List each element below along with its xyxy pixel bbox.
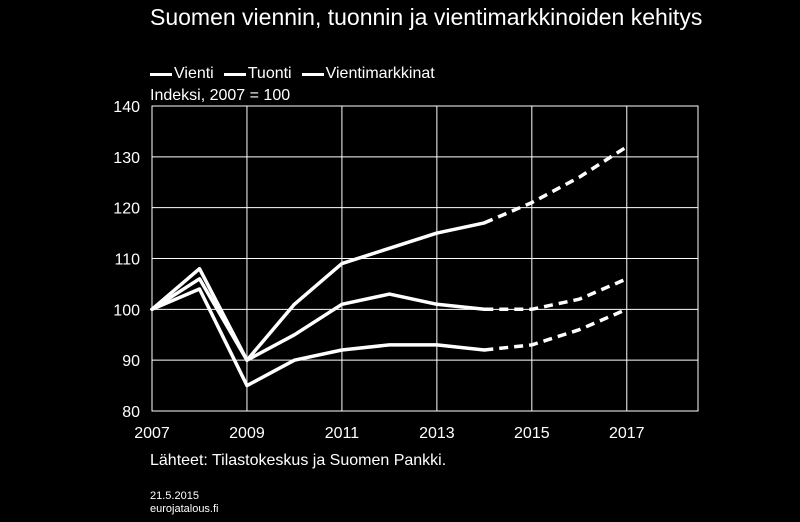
y-tick-label: 80 <box>122 404 140 421</box>
y-tick-label: 140 <box>113 99 140 116</box>
line-chart: 80 90 100 110 120 130 140 2007 2009 2011 2013 2015 2… <box>113 99 699 442</box>
y-tick-label: 120 <box>113 201 140 218</box>
legend-swatch <box>150 72 172 76</box>
legend-label: Vientimarkkinat <box>325 65 435 82</box>
x-tick-label: 2011 <box>325 425 360 442</box>
series-forecast-tuonti <box>484 307 628 352</box>
legend-item-vientimarkkinat: Vientimarkkinat <box>301 65 435 83</box>
y-tick-label: 100 <box>113 302 140 319</box>
x-tick-label: 2009 <box>229 425 265 442</box>
chart-subtitle: Indeksi, 2007 = 100 <box>150 87 291 104</box>
axes: 80 90 100 110 120 130 140 2007 2009 2011 2013 2015 2… <box>113 99 699 442</box>
footer-date: 21.5.2015 <box>150 490 199 502</box>
x-tick-label: 2017 <box>609 425 645 442</box>
source-note: Lähteet: Tilastokeskus ja Suomen Pankki. <box>150 452 447 469</box>
y-tick-label: 90 <box>122 353 140 370</box>
x-tick-label: 2015 <box>514 425 550 442</box>
legend-item-tuonti: Tuonti <box>223 65 292 83</box>
y-tick-label: 130 <box>113 150 140 167</box>
series-line-vienti <box>150 277 487 362</box>
legend-label: Vienti <box>174 65 214 82</box>
x-tick-label: 2007 <box>134 425 170 442</box>
series-line-tuonti <box>150 287 487 388</box>
series-forecast-vienti <box>484 277 628 312</box>
legend-label: Tuonti <box>247 65 292 82</box>
legend-swatch <box>301 72 324 76</box>
x-tick-label: 2013 <box>419 425 455 442</box>
legend-swatch <box>223 72 246 76</box>
series-line-vientimarkkinat <box>150 221 487 362</box>
footer-site: eurojatalous.fi <box>150 503 219 515</box>
series-forecast-vientimarkkinat <box>483 145 628 225</box>
chart-title: Suomen viennin, tuonnin ja vientimarkkin… <box>150 4 703 30</box>
chart-legend: Vienti Tuonti Vientimarkkinat <box>150 63 445 85</box>
legend-item-vienti: Vienti <box>150 65 214 83</box>
y-tick-label: 110 <box>114 252 140 269</box>
series-lines <box>150 145 628 388</box>
plot-frame <box>151 105 699 412</box>
footer: 21.5.2015 eurojatalous.fi <box>150 490 219 516</box>
